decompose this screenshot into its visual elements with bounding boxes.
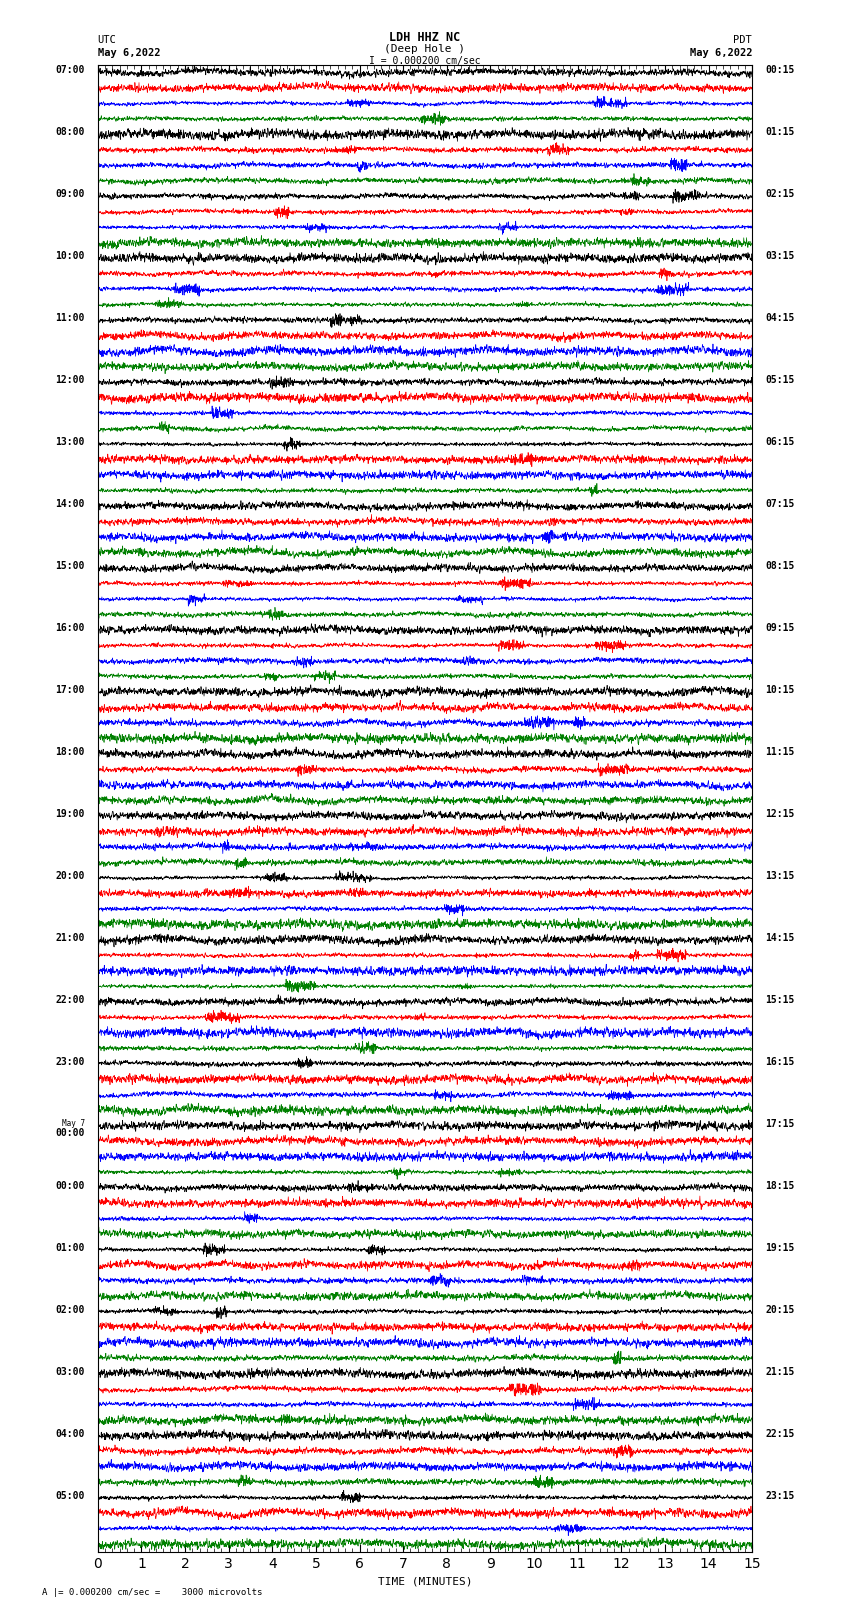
- Text: 01:00: 01:00: [55, 1242, 85, 1253]
- X-axis label: TIME (MINUTES): TIME (MINUTES): [377, 1576, 473, 1586]
- Text: 17:00: 17:00: [55, 686, 85, 695]
- Text: 16:00: 16:00: [55, 623, 85, 632]
- Text: 19:00: 19:00: [55, 808, 85, 819]
- Text: May 6,2022: May 6,2022: [689, 48, 752, 58]
- Text: I = 0.000200 cm/sec: I = 0.000200 cm/sec: [369, 56, 481, 66]
- Text: 00:15: 00:15: [765, 65, 795, 76]
- Text: 05:00: 05:00: [55, 1490, 85, 1500]
- Text: 07:15: 07:15: [765, 498, 795, 510]
- Text: 12:15: 12:15: [765, 808, 795, 819]
- Text: 20:00: 20:00: [55, 871, 85, 881]
- Text: 15:15: 15:15: [765, 995, 795, 1005]
- Text: 11:00: 11:00: [55, 313, 85, 323]
- Text: 16:15: 16:15: [765, 1057, 795, 1066]
- Text: 22:15: 22:15: [765, 1429, 795, 1439]
- Text: (Deep Hole ): (Deep Hole ): [384, 44, 466, 53]
- Text: 23:00: 23:00: [55, 1057, 85, 1066]
- Text: 22:00: 22:00: [55, 995, 85, 1005]
- Text: A |= 0.000200 cm/sec =    3000 microvolts: A |= 0.000200 cm/sec = 3000 microvolts: [42, 1587, 263, 1597]
- Text: 08:00: 08:00: [55, 127, 85, 137]
- Text: 13:00: 13:00: [55, 437, 85, 447]
- Text: 03:00: 03:00: [55, 1366, 85, 1376]
- Text: 08:15: 08:15: [765, 561, 795, 571]
- Text: May 6,2022: May 6,2022: [98, 48, 161, 58]
- Text: 10:15: 10:15: [765, 686, 795, 695]
- Text: 14:00: 14:00: [55, 498, 85, 510]
- Text: 21:00: 21:00: [55, 932, 85, 944]
- Text: 02:00: 02:00: [55, 1305, 85, 1315]
- Text: 12:00: 12:00: [55, 376, 85, 386]
- Text: 17:15: 17:15: [765, 1119, 795, 1129]
- Text: May 7: May 7: [61, 1119, 85, 1127]
- Text: 23:15: 23:15: [765, 1490, 795, 1500]
- Text: 10:00: 10:00: [55, 252, 85, 261]
- Text: 01:15: 01:15: [765, 127, 795, 137]
- Text: 09:00: 09:00: [55, 189, 85, 200]
- Text: 04:15: 04:15: [765, 313, 795, 323]
- Text: 18:00: 18:00: [55, 747, 85, 756]
- Text: 09:15: 09:15: [765, 623, 795, 632]
- Text: 00:00: 00:00: [55, 1181, 85, 1190]
- Text: UTC: UTC: [98, 35, 116, 45]
- Text: 21:15: 21:15: [765, 1366, 795, 1376]
- Text: PDT: PDT: [734, 35, 752, 45]
- Text: 02:15: 02:15: [765, 189, 795, 200]
- Text: 20:15: 20:15: [765, 1305, 795, 1315]
- Text: 18:15: 18:15: [765, 1181, 795, 1190]
- Text: 07:00: 07:00: [55, 65, 85, 76]
- Text: 19:15: 19:15: [765, 1242, 795, 1253]
- Text: 06:15: 06:15: [765, 437, 795, 447]
- Text: 04:00: 04:00: [55, 1429, 85, 1439]
- Text: 14:15: 14:15: [765, 932, 795, 944]
- Text: 11:15: 11:15: [765, 747, 795, 756]
- Text: 00:00: 00:00: [55, 1127, 85, 1139]
- Text: 13:15: 13:15: [765, 871, 795, 881]
- Text: 15:00: 15:00: [55, 561, 85, 571]
- Text: LDH HHZ NC: LDH HHZ NC: [389, 31, 461, 44]
- Text: 05:15: 05:15: [765, 376, 795, 386]
- Text: 03:15: 03:15: [765, 252, 795, 261]
